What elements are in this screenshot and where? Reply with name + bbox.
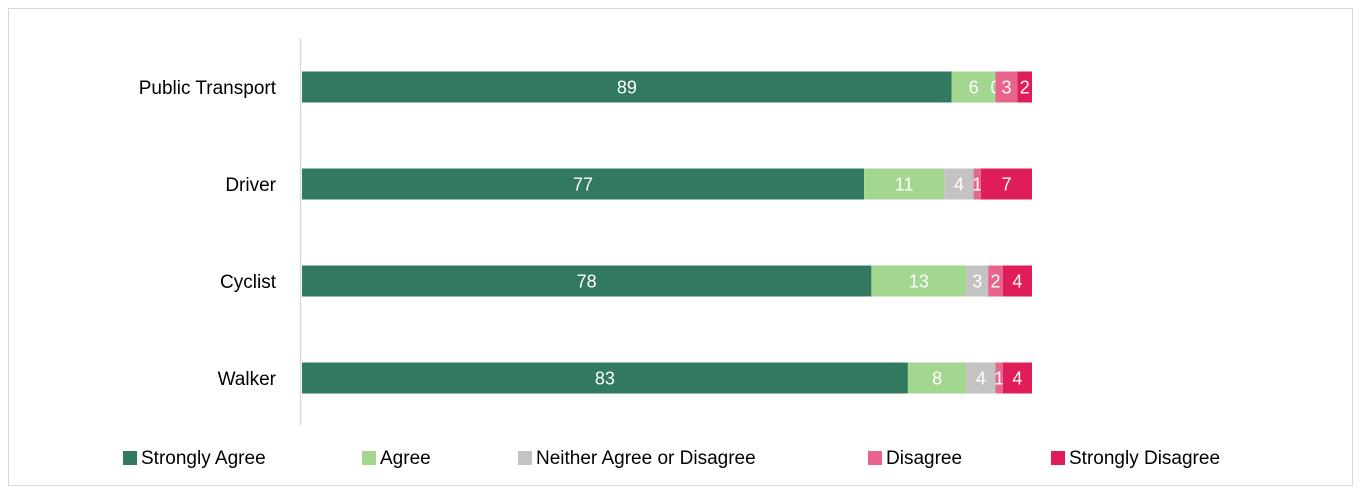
legend-label: Neither Agree or Disagree (536, 448, 756, 469)
data-label: 2 (990, 272, 1000, 292)
bar-segment (1002, 265, 1032, 297)
bar-segment (995, 71, 1018, 103)
bar-segment (944, 168, 974, 200)
bar-segment (1017, 71, 1032, 103)
bar-segment (302, 265, 872, 297)
legend-label: Disagree (886, 448, 962, 469)
bar-segment (988, 265, 1003, 297)
data-label: 4 (954, 175, 964, 195)
data-label: 11 (895, 175, 914, 195)
bar-segment (966, 265, 989, 297)
data-label: 89 (617, 78, 637, 98)
legend-label: Strongly Agree (141, 448, 266, 469)
legend-item: Neither Agree or Disagree (518, 448, 756, 469)
bar-segment (864, 168, 945, 200)
category-labels: Public Transport Driver Cyclist Walker (139, 78, 277, 390)
bar-segment (973, 168, 981, 200)
data-label: 3 (972, 272, 982, 292)
bar-segment (302, 168, 865, 200)
category-label: Public Transport (139, 78, 277, 99)
legend-swatch (362, 451, 376, 465)
legend-label: Strongly Disagree (1069, 448, 1220, 469)
data-label: 13 (909, 272, 929, 292)
legend-swatch (868, 451, 882, 465)
data-label: 6 (969, 78, 979, 98)
category-label: Walker (218, 369, 277, 390)
category-label: Cyclist (220, 272, 277, 293)
data-label: 1 (994, 369, 1004, 389)
bar-segment (966, 362, 996, 394)
bar-segment (907, 362, 967, 394)
bars-layer: 89603277114177813324838414 (302, 71, 1032, 394)
data-label: 4 (1012, 369, 1022, 389)
data-label: 7 (1001, 175, 1011, 195)
bar-segment (302, 362, 908, 394)
legend: Strongly Agree Agree Neither Agree or Disa… (123, 448, 1220, 469)
bar-segment (980, 168, 1032, 200)
legend-swatch (123, 451, 137, 465)
data-label: 1 (972, 175, 982, 195)
legend-label: Agree (380, 448, 431, 469)
data-label: 77 (573, 175, 593, 195)
bar-segment (871, 265, 967, 297)
legend-swatch (1051, 451, 1065, 465)
data-label: 78 (577, 272, 597, 292)
legend-item: Strongly Disagree (1051, 448, 1220, 469)
legend-item: Strongly Agree (123, 448, 266, 469)
data-label: 4 (1012, 272, 1022, 292)
bar-segment (302, 71, 952, 103)
legend-item: Agree (362, 448, 431, 469)
category-label: Driver (225, 175, 276, 196)
data-label: 2 (1020, 78, 1030, 98)
legend-swatch (518, 451, 532, 465)
data-label: 8 (932, 369, 942, 389)
data-label: 83 (595, 369, 615, 389)
legend-item: Disagree (868, 448, 962, 469)
bar-segment (1002, 362, 1032, 394)
data-label: 3 (1001, 78, 1011, 98)
bar-segment (995, 362, 1003, 394)
data-label: 4 (976, 369, 986, 389)
bar-segment (951, 71, 996, 103)
